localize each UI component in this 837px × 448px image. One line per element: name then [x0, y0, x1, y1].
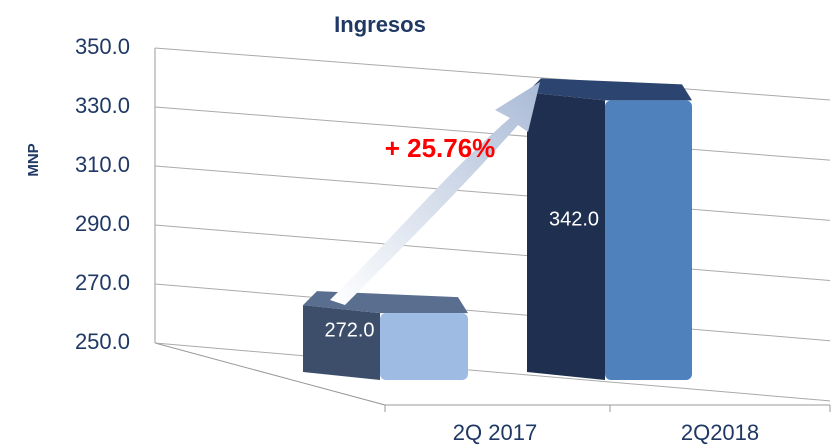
y-axis-label: MNP	[25, 143, 42, 176]
y-tick-label: 310.0	[75, 152, 130, 177]
grid-line	[154, 165, 831, 221]
bar-side	[527, 92, 605, 380]
y-tick-label: 270.0	[75, 270, 130, 295]
x-tick-label: 2Q 2017	[453, 420, 537, 445]
x-tick-label: 2Q2018	[681, 420, 759, 445]
grid-line	[154, 47, 831, 101]
chart-title: Ingresos	[334, 12, 426, 37]
floor-edge	[154, 342, 386, 406]
data-label: 342.0	[549, 209, 599, 231]
bar-top	[527, 78, 692, 101]
y-tick-label: 350.0	[75, 34, 130, 59]
y-tick-label: 250.0	[75, 329, 130, 354]
grid-line	[154, 224, 831, 282]
bar	[605, 100, 692, 380]
plot	[154, 47, 831, 402]
y-tick-label: 330.0	[75, 93, 130, 118]
y-tick-label: 290.0	[75, 211, 130, 236]
bar-side	[303, 305, 380, 380]
grid-line	[154, 106, 831, 161]
annotation: + 25.76%	[385, 133, 496, 163]
bar	[380, 313, 468, 380]
grid-line	[154, 342, 831, 402]
grid-line	[154, 283, 831, 342]
growth-arrow	[330, 82, 540, 305]
data-label: 272.0	[324, 319, 374, 341]
